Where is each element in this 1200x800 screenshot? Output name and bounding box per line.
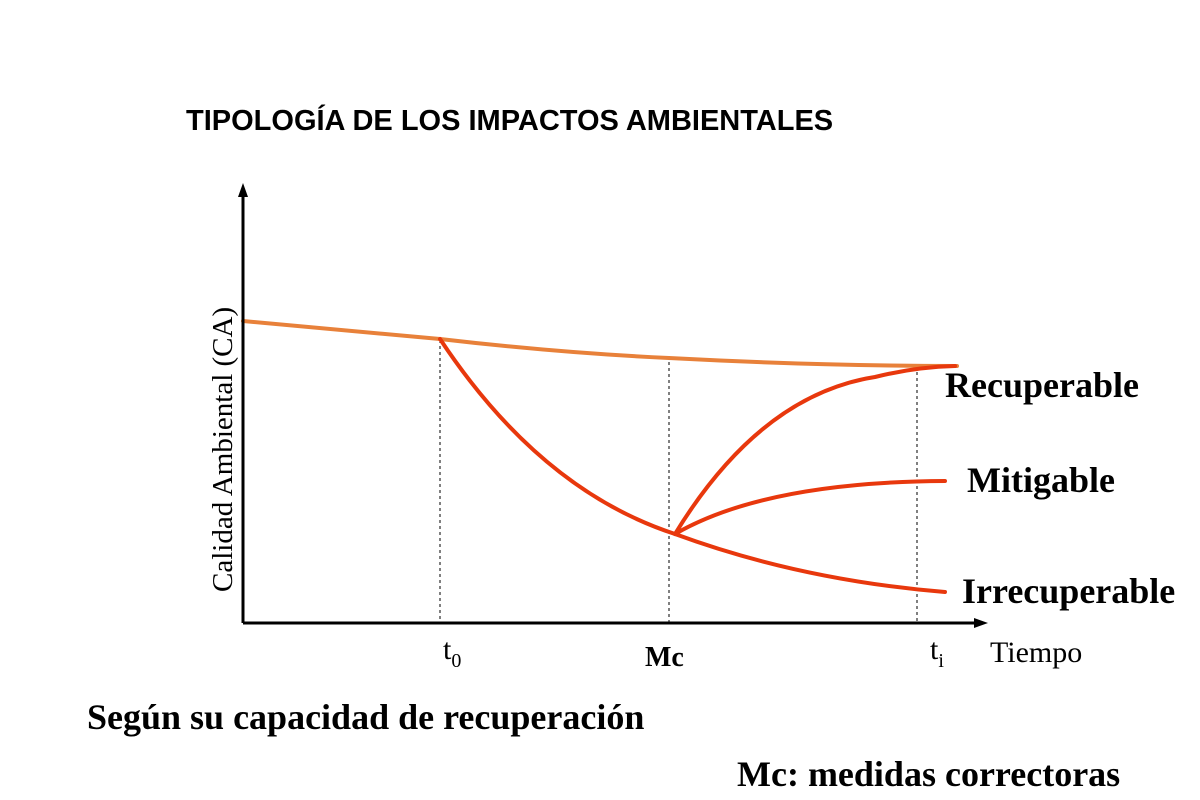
x-axis-arrow-icon (974, 618, 988, 628)
diagram-title: TIPOLOGÍA DE LOS IMPACTOS AMBIENTALES (186, 103, 833, 137)
irrecuperable-curve (673, 532, 947, 594)
impact-drop-curve (438, 337, 677, 536)
mitigable-label: Mitigable (967, 460, 1115, 500)
footnote: Mc: medidas correctoras (737, 754, 1120, 794)
mc-tick-label: Mc (645, 642, 684, 673)
y-axis-arrow-icon (238, 183, 248, 197)
mitigable-curve (673, 479, 947, 536)
x-axis-label: Tiempo (990, 636, 1082, 669)
t0-tick-label: t0 (443, 633, 461, 672)
ti-tick-label: ti (930, 633, 944, 672)
irrecuperable-label: Irrecuperable (962, 571, 1175, 611)
recuperable-curve (673, 364, 957, 536)
baseline-curve (241, 319, 959, 368)
subtitle: Según su capacidad de recuperación (87, 697, 644, 737)
y-axis-label: Calidad Ambiental (CA) (207, 307, 239, 592)
recuperable-label: Recuperable (945, 365, 1139, 405)
